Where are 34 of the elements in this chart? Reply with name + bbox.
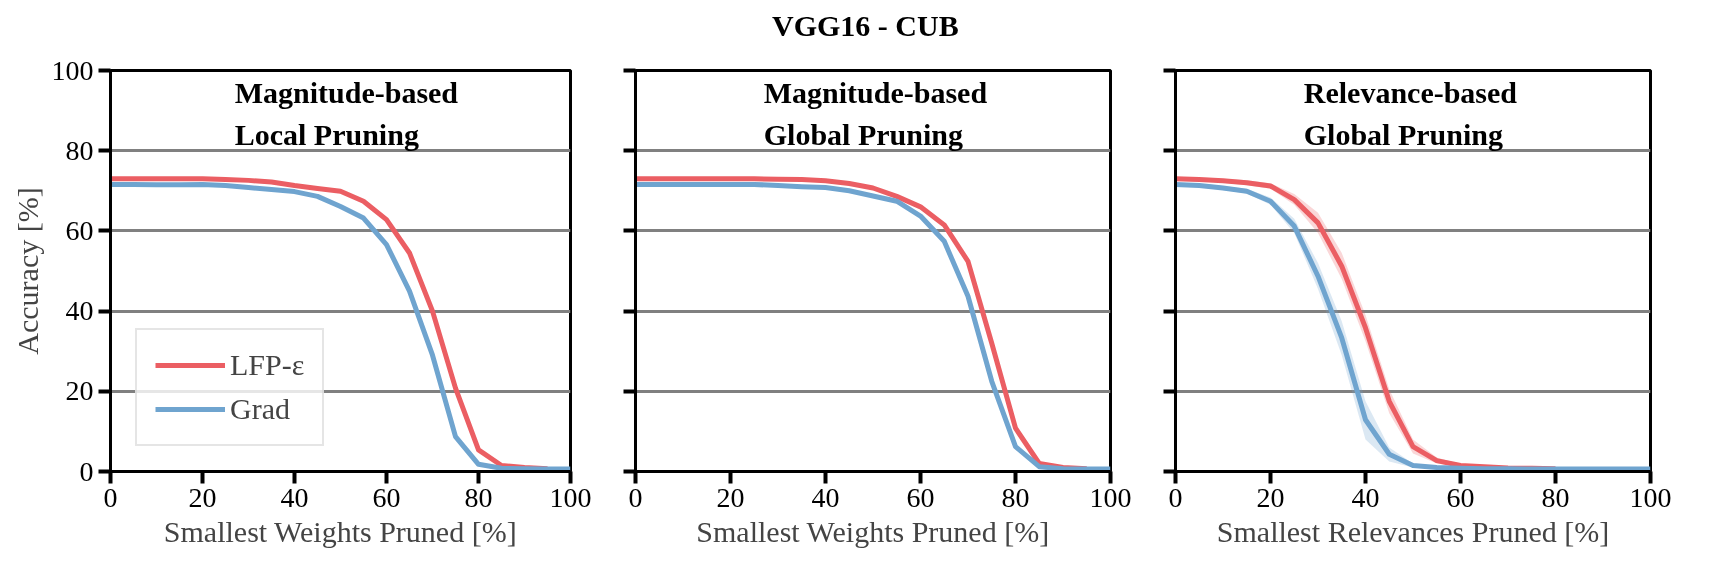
x-tick-label: 40 [1351, 481, 1380, 513]
y-tick-label: 20 [65, 375, 94, 407]
x-tick-label: 100 [549, 481, 592, 513]
x-tick-label: 20 [716, 481, 745, 513]
annotation: Relevance-based Global Pruning [1303, 75, 1518, 151]
x-tick-label: 60 [906, 481, 935, 513]
x-tick-label: 40 [280, 481, 309, 513]
annotation: Magnitude-based Local Pruning [234, 75, 459, 151]
legend-label: Grad [230, 392, 290, 426]
y-tick-label: 40 [65, 295, 94, 327]
y-tick-label: 0 [79, 455, 94, 487]
x-tick-label: 20 [1256, 481, 1285, 513]
x-tick-label: 20 [188, 481, 217, 513]
y-tick-label: 100 [51, 54, 94, 86]
x-tick-label: 80 [464, 481, 493, 513]
x-tick-label: 40 [811, 481, 840, 513]
x-tick-label: 100 [1629, 481, 1672, 513]
x-tick-label: 60 [1446, 481, 1475, 513]
x-tick-label: 80 [1541, 481, 1570, 513]
x-tick-label: 60 [372, 481, 401, 513]
x-tick-label: 100 [1089, 481, 1132, 513]
x-axis-title: Smallest Relevances Pruned [%] [1216, 514, 1610, 548]
annotation: Magnitude-based Global Pruning [763, 75, 988, 151]
x-tick-label: 80 [1001, 481, 1030, 513]
chart-title: VGG16 - CUB [772, 8, 959, 44]
y-tick-label: 60 [65, 214, 94, 246]
y-axis-title: Accuracy [%] [10, 187, 44, 355]
y-tick-label: 80 [65, 134, 94, 166]
x-tick-label: 0 [628, 481, 643, 513]
legend-label: LFP-ε [230, 348, 305, 382]
x-axis-title: Smallest Weights Pruned [%] [163, 514, 517, 548]
x-tick-label: 0 [1168, 481, 1183, 513]
x-axis-title: Smallest Weights Pruned [%] [696, 514, 1050, 548]
x-tick-label: 0 [103, 481, 118, 513]
